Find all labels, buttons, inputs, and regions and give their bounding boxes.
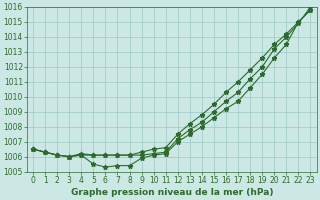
X-axis label: Graphe pression niveau de la mer (hPa): Graphe pression niveau de la mer (hPa) [70, 188, 273, 197]
